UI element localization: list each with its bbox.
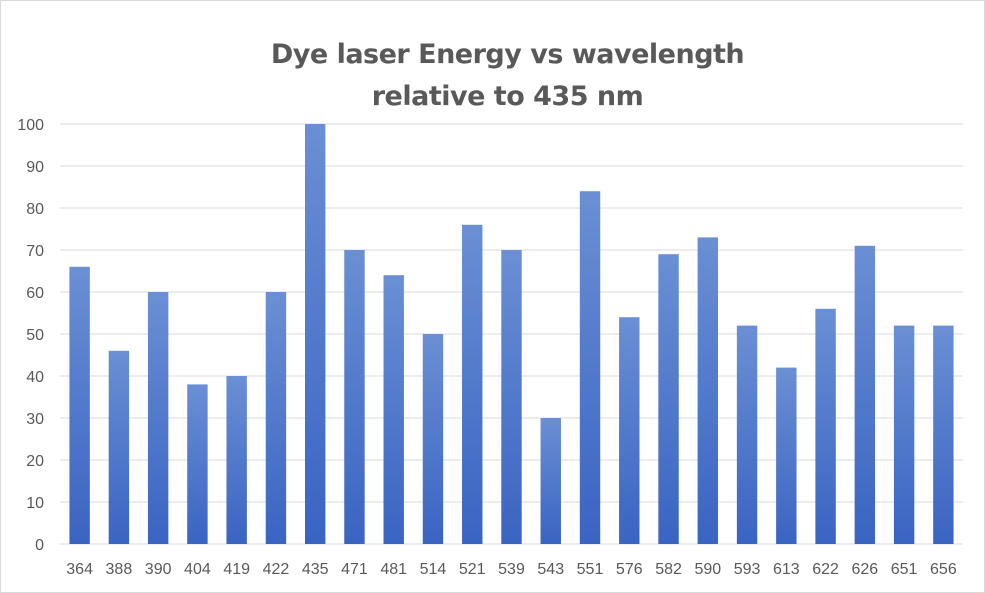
- chart-title-block: Dye laser Energy vs wavelength relative …: [0, 34, 985, 118]
- x-tick-label: 388: [106, 561, 133, 578]
- x-tick-label: 390: [145, 561, 172, 578]
- y-tick-label: 20: [26, 453, 44, 470]
- bars: [69, 124, 954, 545]
- x-tick-label: 471: [341, 561, 368, 578]
- bar-613: [776, 367, 797, 544]
- x-tick-label: 551: [577, 561, 604, 578]
- bar-388: [108, 350, 130, 544]
- bar-404: [187, 384, 208, 544]
- x-tick-label: 651: [891, 561, 918, 578]
- y-tick-label: 40: [26, 369, 44, 386]
- bar-626: [854, 245, 876, 545]
- y-tick-label: 10: [26, 495, 44, 512]
- x-tick-label: 435: [302, 561, 329, 578]
- bar-582: [658, 254, 679, 544]
- bar-471: [344, 250, 365, 544]
- x-tick-label: 576: [616, 561, 643, 578]
- bar-521: [462, 224, 483, 545]
- y-axis-ticks: 0 10 20 30 40 50 60 70 80 90 100: [17, 117, 44, 554]
- x-tick-label: 656: [930, 561, 957, 578]
- bar-390: [147, 292, 169, 544]
- y-tick-label: 60: [26, 285, 44, 302]
- x-tick-label: 404: [184, 561, 211, 578]
- x-tick-label: 590: [694, 561, 721, 578]
- x-tick-label: 364: [66, 561, 93, 578]
- bar-481: [383, 275, 404, 544]
- y-tick-label: 90: [26, 159, 44, 176]
- chart-subtitle: relative to 435 nm: [371, 81, 644, 112]
- bar-435: [304, 124, 326, 544]
- x-tick-label: 514: [420, 561, 447, 578]
- bar-656: [933, 325, 954, 544]
- y-tick-label: 30: [26, 411, 44, 428]
- x-tick-label: 626: [851, 561, 878, 578]
- x-tick-label: 481: [380, 561, 407, 578]
- bar-543: [540, 418, 561, 544]
- bar-364: [69, 266, 90, 544]
- x-tick-label: 613: [773, 561, 800, 578]
- bar-514: [422, 334, 444, 544]
- chart-title: Dye laser Energy vs wavelength: [270, 39, 745, 70]
- bar-576: [619, 317, 640, 544]
- bar-419: [226, 376, 247, 544]
- x-tick-label: 582: [655, 561, 682, 578]
- y-tick-label: 0: [35, 537, 44, 554]
- bar-622: [815, 308, 836, 544]
- x-tick-label: 622: [812, 561, 839, 578]
- x-tick-label: 521: [459, 561, 486, 578]
- x-tick-label: 422: [263, 561, 290, 578]
- y-tick-label: 70: [26, 243, 44, 260]
- x-axis-ticks: 364 388 390 404 419 422 435 471 481 514 521 539 543 5…: [66, 561, 957, 578]
- y-tick-label: 100: [17, 117, 44, 134]
- bar-539: [501, 250, 522, 544]
- x-tick-label: 543: [537, 561, 564, 578]
- bar-590: [697, 237, 719, 544]
- x-tick-label: 593: [734, 561, 761, 578]
- bar-593: [736, 325, 758, 544]
- bar-551: [579, 191, 601, 544]
- bar-422: [265, 292, 287, 544]
- y-tick-label: 50: [26, 327, 44, 344]
- x-tick-label: 539: [498, 561, 525, 578]
- bar-651: [893, 325, 915, 544]
- y-tick-label: 80: [26, 201, 44, 218]
- x-tick-label: 419: [223, 561, 250, 578]
